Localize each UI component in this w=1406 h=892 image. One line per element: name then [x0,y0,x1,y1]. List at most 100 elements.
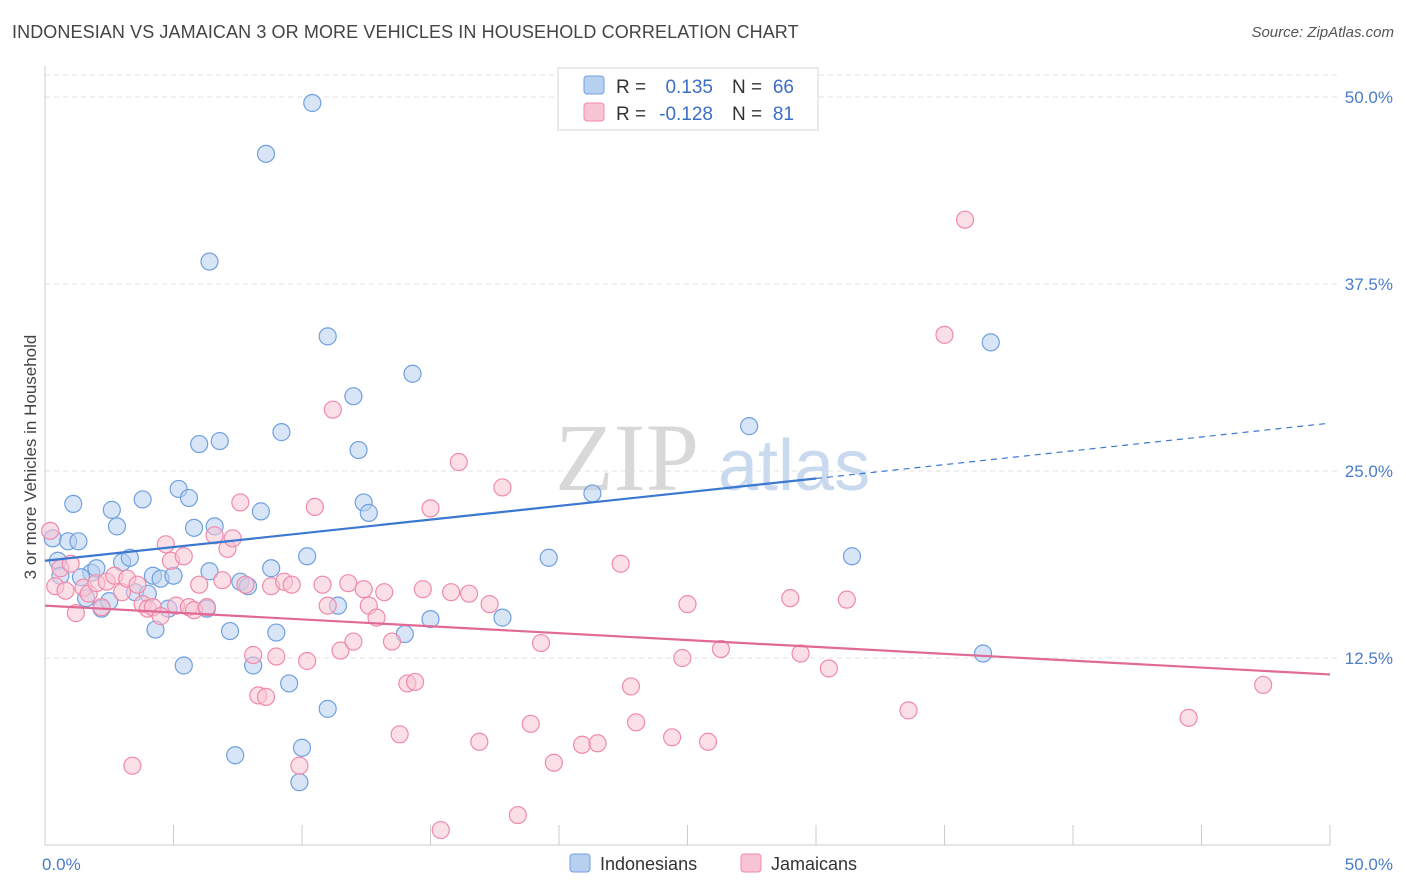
jamaicans-point-71 [573,735,592,754]
jamaicans-point-58 [413,580,432,599]
jamaicans-point-34 [244,645,263,665]
jamaicans-point-29 [213,571,232,590]
indonesians-point-41 [267,623,286,642]
legend-n-value-1: 81 [773,104,794,125]
watermark-zip: ZIP [555,404,699,511]
indonesians-trend-line [44,477,817,562]
jamaicans-point-77 [673,648,692,668]
series-jamaicans [41,210,1273,840]
jamaicans-point-38 [267,647,286,666]
indonesians-point-42 [280,674,299,693]
jamaicans-point-85 [955,210,975,229]
indonesians-point-40 [272,423,291,442]
jamaicans-point-49 [344,632,363,651]
jamaicans-point-65 [480,595,499,614]
jamaicans-point-59 [421,499,440,518]
jamaicans-point-3 [56,581,75,600]
jamaicans-point-9 [92,598,111,617]
legend-n-label-0: N = [732,77,762,98]
jamaicans-point-43 [305,497,324,517]
indonesians-point-48 [318,327,337,346]
jamaicans-point-84 [935,325,954,344]
jamaicans-point-64 [470,732,489,751]
indonesians-point-22 [164,566,183,585]
jamaicans-point-31 [223,529,242,548]
stats-legend: R = 0.135 N = 66 R = -0.128 N = 81 [557,67,819,131]
jamaicans-point-75 [626,713,646,732]
series-legend-swatch-indonesians [569,853,591,873]
jamaicans-point-67 [508,805,527,825]
indonesians-point-4 [64,494,83,514]
indonesians-point-45 [298,547,317,566]
legend-r-value-1: -0.128 [659,104,713,125]
jamaicans-point-0 [41,521,60,540]
indonesians-point-38 [256,144,276,163]
jamaicans-point-74 [621,677,641,696]
data-points [41,93,1273,840]
jamaicans-point-72 [588,734,607,753]
jamaicans-point-87 [1254,675,1273,695]
source-label: Source: ZipAtlas.com [1251,24,1394,41]
jamaicans-point-76 [662,728,682,747]
indonesians-point-11 [102,500,121,519]
legend-r-label-1: R = [616,104,646,125]
jamaicans-point-80 [781,589,800,608]
series-legend-label-jamaicans: Jamaicans [771,854,857,874]
jamaicans-point-62 [449,452,468,472]
jamaicans-point-86 [1179,708,1198,727]
series-legend: Indonesians Jamaicans [569,853,857,874]
series-legend-label-indonesians: Indonesians [600,854,697,874]
indonesians-point-53 [359,503,378,522]
jamaicans-point-53 [375,583,394,602]
trend-lines [44,422,1331,676]
indonesians-point-14 [120,548,139,567]
jamaicans-point-14 [123,756,142,775]
indonesians-point-26 [184,518,204,537]
watermark: ZIP atlas [555,404,870,511]
jamaicans-point-27 [197,598,217,617]
indonesians-point-62 [973,644,993,663]
indonesians-point-64 [200,252,219,271]
jamaicans-point-66 [493,478,512,497]
axes [44,66,1331,846]
indonesians-point-32 [220,621,240,641]
jamaicans-point-40 [282,575,301,594]
jamaicans-point-33 [236,575,255,594]
y-tick-label-3: 50.0% [1345,88,1393,107]
indonesians-point-29 [200,562,219,581]
jamaicans-trend-line [44,604,1331,676]
jamaicans-point-61 [441,583,461,602]
indonesians-point-61 [842,547,862,566]
indonesians-point-56 [421,610,440,629]
jamaicans-point-55 [390,725,409,744]
series-legend-swatch-jamaicans [740,853,762,873]
y-axis-title: 3 or more Vehicles in Household [21,335,40,580]
legend-r-value-0: 0.135 [665,77,713,98]
jamaicans-point-63 [459,584,479,603]
jamaicans-point-20 [156,535,175,554]
jamaicans-point-45 [318,596,337,615]
jamaicans-point-70 [544,753,563,772]
indonesians-point-33 [226,746,245,765]
indonesians-trend-extension [815,422,1331,480]
legend-swatch-jamaicans [583,102,605,122]
y-tick-labels: 12.5% 25.0% 37.5% 50.0% [1345,88,1393,668]
jamaicans-point-54 [382,632,402,651]
indonesians-point-57 [493,608,512,627]
y-tick-label-0: 12.5% [1345,649,1393,668]
jamaicans-point-79 [698,732,718,751]
indonesians-point-58 [539,548,558,567]
indonesians-point-39 [262,559,281,578]
legend-swatch-indonesians [583,75,605,95]
indonesians-point-59 [583,484,602,503]
legend-n-label-1: N = [732,104,762,125]
jamaicans-point-32 [231,493,250,512]
indonesians-point-31 [210,431,229,451]
indonesians-point-16 [133,490,152,509]
jamaicans-point-28 [205,526,224,545]
indonesians-point-27 [190,434,209,454]
jamaicans-point-68 [521,714,540,733]
jamaicans-point-60 [431,820,450,840]
jamaicans-point-83 [837,590,856,609]
